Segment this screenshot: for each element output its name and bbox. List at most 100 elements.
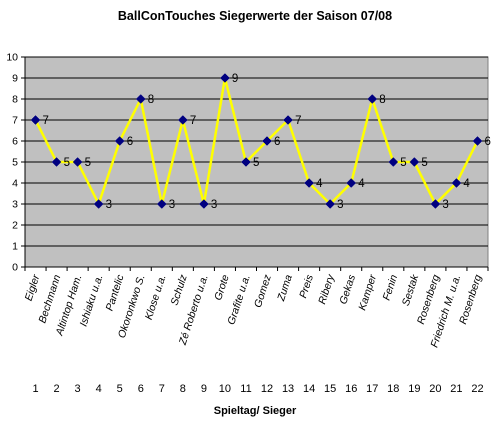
y-tick-label: 5 bbox=[12, 157, 18, 169]
data-label: 3 bbox=[169, 199, 175, 211]
x-axis-title: Spieltag/ Sieger bbox=[214, 405, 297, 417]
data-label: 6 bbox=[127, 136, 133, 148]
y-tick-label: 9 bbox=[12, 73, 18, 85]
data-point bbox=[367, 94, 378, 104]
day-labels: 1 2 3 4 5 6 7 8 9 10 11 12 13 14 15 16 17 18 19 20 21 22 bbox=[32, 383, 483, 395]
day-label: 7 bbox=[159, 383, 165, 395]
data-label: 9 bbox=[232, 73, 238, 85]
x-axis-ticks bbox=[24, 267, 489, 271]
day-label: 15 bbox=[324, 383, 336, 395]
y-tick-label: 0 bbox=[12, 262, 18, 274]
y-tick-label: 1 bbox=[12, 241, 18, 253]
data-label: 5 bbox=[85, 157, 91, 169]
y-axis-ticks: 0 1 2 3 4 5 6 7 8 9 10 bbox=[6, 52, 25, 274]
data-point bbox=[451, 178, 462, 188]
data-point bbox=[262, 136, 272, 146]
data-label: 3 bbox=[337, 199, 343, 211]
day-label: 16 bbox=[345, 383, 357, 395]
data-point bbox=[220, 73, 230, 83]
data-point bbox=[114, 136, 125, 146]
data-point bbox=[30, 115, 41, 125]
winner-label: Eigler bbox=[23, 273, 43, 303]
y-tick-label: 4 bbox=[12, 178, 18, 190]
data-label: 7 bbox=[295, 115, 301, 127]
data-markers bbox=[30, 73, 483, 209]
y-tick-label: 8 bbox=[12, 94, 18, 106]
winner-label: Pantelic bbox=[104, 273, 127, 313]
data-point bbox=[430, 199, 441, 209]
data-point bbox=[346, 178, 357, 188]
y-tick-label: 6 bbox=[12, 136, 18, 148]
data-label: 4 bbox=[463, 178, 470, 190]
data-point bbox=[241, 157, 251, 167]
day-label: 19 bbox=[408, 383, 420, 395]
data-point bbox=[199, 199, 209, 209]
data-point bbox=[409, 157, 420, 167]
day-label: 2 bbox=[54, 383, 60, 395]
day-label: 14 bbox=[303, 383, 315, 395]
data-point bbox=[177, 115, 188, 125]
gridlines bbox=[25, 56, 488, 247]
day-label: 20 bbox=[429, 383, 441, 395]
data-label: 5 bbox=[253, 157, 259, 169]
day-label: 22 bbox=[471, 383, 483, 395]
data-point bbox=[135, 94, 146, 104]
data-label: 5 bbox=[64, 157, 70, 169]
data-label: 3 bbox=[106, 199, 112, 211]
data-point bbox=[51, 157, 62, 167]
y-tick-label: 3 bbox=[12, 199, 18, 211]
data-point bbox=[472, 136, 483, 146]
data-point bbox=[283, 115, 293, 125]
day-label: 3 bbox=[75, 383, 81, 395]
day-label: 17 bbox=[366, 383, 378, 395]
winner-label: Klose u.a. bbox=[143, 273, 169, 321]
day-label: 13 bbox=[282, 383, 294, 395]
y-tick-label: 10 bbox=[6, 52, 18, 64]
day-label: 10 bbox=[219, 383, 231, 395]
data-point bbox=[325, 199, 336, 209]
winner-label: Grote bbox=[212, 273, 232, 302]
day-label: 1 bbox=[32, 383, 38, 395]
data-labels: 7 5 5 3 6 8 3 7 3 9 5 6 7 4 3 4 8 5 5 3 4 6 bbox=[43, 73, 491, 211]
data-label: 6 bbox=[484, 136, 490, 148]
day-label: 5 bbox=[117, 383, 123, 395]
data-label: 4 bbox=[316, 178, 323, 190]
day-label: 18 bbox=[387, 383, 399, 395]
data-point bbox=[72, 157, 83, 167]
day-label: 9 bbox=[201, 383, 207, 395]
data-label: 5 bbox=[400, 157, 406, 169]
data-label: 6 bbox=[274, 136, 280, 148]
data-label: 8 bbox=[148, 94, 154, 106]
day-label: 12 bbox=[261, 383, 273, 395]
winner-label: Gekas bbox=[337, 273, 358, 306]
data-point bbox=[388, 157, 399, 167]
winner-label: Ribery bbox=[316, 273, 337, 306]
data-label: 5 bbox=[421, 157, 427, 169]
y-tick-label: 7 bbox=[12, 115, 18, 127]
winner-label: Kamper bbox=[356, 273, 379, 312]
data-label: 3 bbox=[442, 199, 448, 211]
day-label: 21 bbox=[450, 383, 462, 395]
data-label: 3 bbox=[211, 199, 217, 211]
data-point bbox=[304, 178, 314, 188]
data-point bbox=[93, 199, 104, 209]
winner-label: Zuma bbox=[275, 273, 295, 303]
winner-label: Gomez bbox=[252, 273, 274, 310]
data-label: 4 bbox=[358, 178, 365, 190]
data-label: 7 bbox=[43, 115, 49, 127]
day-label: 8 bbox=[180, 383, 186, 395]
day-label: 6 bbox=[138, 383, 144, 395]
chart-title: BallConTouches Siegerwerte der Saison 07… bbox=[118, 9, 392, 23]
data-label: 8 bbox=[379, 94, 385, 106]
data-point bbox=[156, 199, 167, 209]
winner-label: Schulz bbox=[169, 273, 190, 307]
data-label: 7 bbox=[190, 115, 196, 127]
y-tick-label: 2 bbox=[12, 220, 18, 232]
winner-label: Sestak bbox=[400, 273, 422, 308]
winner-label: Fenin bbox=[381, 273, 401, 302]
winner-label: Preis bbox=[297, 273, 316, 300]
day-label: 4 bbox=[96, 383, 102, 395]
series-line bbox=[34, 77, 479, 208]
